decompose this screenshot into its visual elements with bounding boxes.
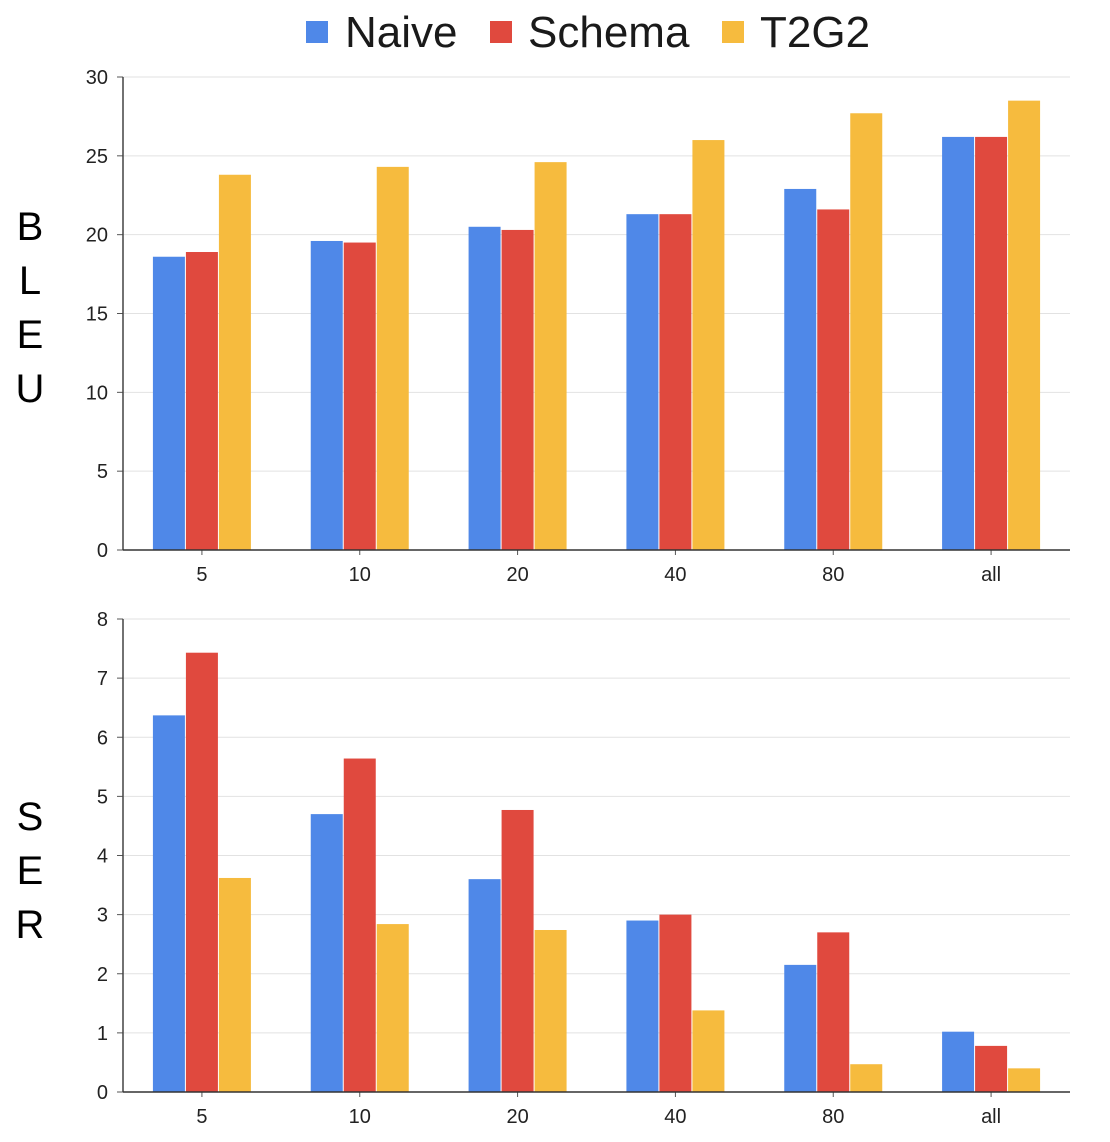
x-tick-label: 5	[196, 564, 207, 586]
y-tick-label: 6	[97, 727, 108, 749]
x-tick-label: 80	[822, 564, 844, 586]
x-tick-label: 10	[349, 564, 371, 586]
y-axis-label-letter: R	[16, 903, 45, 947]
y-tick-label: 3	[97, 905, 108, 927]
y-tick-label: 2	[97, 964, 108, 986]
legend-swatch-t2g2	[722, 21, 744, 43]
y-tick-label: 8	[97, 609, 108, 631]
y-tick-label: 0	[97, 1082, 108, 1104]
bar-schema-5	[185, 652, 218, 1092]
y-tick-label: 10	[86, 382, 108, 404]
legend-label-naive: Naive	[345, 8, 458, 57]
y-axis-label-letter: B	[17, 205, 44, 249]
x-tick-label: 40	[664, 1106, 686, 1128]
bar-naive-80	[784, 964, 817, 1092]
y-axis-label-letter: E	[17, 313, 44, 357]
bar-schema-20	[501, 229, 534, 551]
y-tick-label: 30	[86, 67, 108, 89]
y-axis-label-letter: S	[17, 795, 44, 839]
x-tick-label: 10	[349, 1106, 371, 1128]
y-tick-label: 0	[97, 540, 108, 562]
bar-schema-all	[975, 1045, 1008, 1092]
bar-naive-80	[784, 188, 817, 550]
y-axis-label-letter: U	[16, 367, 45, 411]
bar-schema-10	[343, 242, 376, 551]
bar-t2g2-5	[218, 877, 251, 1092]
bar-naive-5	[152, 256, 185, 550]
bar-t2g2-80	[850, 1064, 883, 1092]
y-tick-label: 15	[86, 304, 108, 326]
bar-t2g2-10	[376, 166, 409, 550]
legend-label-schema: Schema	[528, 8, 690, 57]
bar-schema-40	[659, 214, 692, 551]
x-tick-label: 40	[664, 564, 686, 586]
bar-t2g2-20	[534, 162, 567, 550]
bar-naive-20	[468, 226, 501, 551]
bar-schema-80	[817, 932, 850, 1092]
bar-t2g2-80	[850, 113, 883, 550]
x-tick-label: 20	[506, 1106, 528, 1128]
bar-t2g2-40	[692, 1010, 725, 1092]
y-tick-label: 4	[97, 846, 108, 868]
legend: Naive Schema T2G2	[306, 8, 870, 57]
y-tick-label: 5	[97, 786, 108, 808]
bar-schema-40	[659, 914, 692, 1092]
bar-naive-5	[152, 715, 185, 1092]
y-tick-label: 25	[86, 146, 108, 168]
bar-t2g2-5	[218, 174, 251, 550]
chart-panel-ser: 0 1 2 3 4 5 6 7 8 5 10 20 40 80 all SER	[16, 609, 1070, 1128]
bar-schema-all	[975, 136, 1008, 550]
legend-label-t2g2: T2G2	[760, 8, 870, 57]
legend-swatch-schema	[490, 21, 512, 43]
y-tick-label: 1	[97, 1023, 108, 1045]
y-tick-label: 20	[86, 225, 108, 247]
y-axis-label-letter: L	[19, 259, 41, 303]
x-tick-label: all	[981, 564, 1001, 586]
bar-t2g2-10	[376, 924, 409, 1092]
bar-schema-5	[185, 252, 218, 550]
x-tick-label: 80	[822, 1106, 844, 1128]
bar-naive-all	[942, 1031, 975, 1092]
y-axis-label-letter: E	[17, 849, 44, 893]
bar-t2g2-all	[1008, 100, 1041, 551]
y-tick-label: 5	[97, 461, 108, 483]
bar-t2g2-40	[692, 140, 725, 551]
bar-naive-20	[468, 879, 501, 1092]
x-tick-label: 5	[196, 1106, 207, 1128]
bar-t2g2-20	[534, 929, 567, 1092]
x-tick-label: 20	[506, 564, 528, 586]
bar-schema-80	[817, 209, 850, 550]
bar-t2g2-all	[1008, 1068, 1041, 1092]
x-tick-label: all	[981, 1106, 1001, 1128]
bar-naive-10	[310, 814, 343, 1092]
y-axis-label: SER	[16, 795, 45, 947]
legend-swatch-naive	[306, 21, 328, 43]
bar-schema-10	[343, 758, 376, 1092]
bar-naive-40	[626, 920, 659, 1092]
bar-schema-20	[501, 809, 534, 1092]
bar-naive-10	[310, 240, 343, 550]
bar-naive-all	[942, 136, 975, 550]
bar-naive-40	[626, 214, 659, 551]
y-tick-label: 7	[97, 668, 108, 690]
